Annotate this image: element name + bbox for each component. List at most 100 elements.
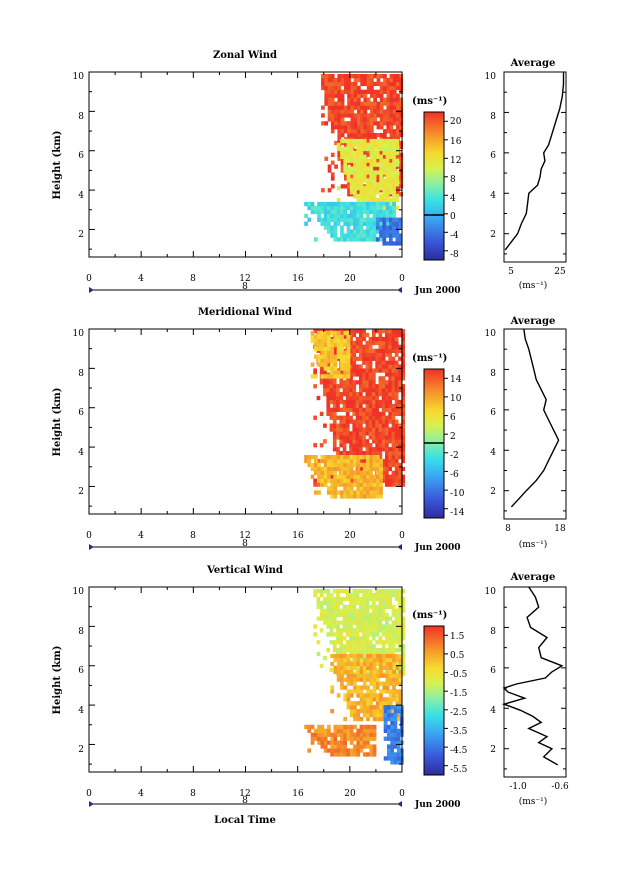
heatmap-cell [352, 340, 357, 346]
heatmap-cell [344, 77, 348, 83]
heatmap-cell [330, 225, 334, 230]
heatmap-cell [391, 620, 396, 625]
heatmap-cell [357, 77, 361, 83]
heatmap-cell [389, 701, 393, 706]
heatmap-cell [310, 736, 315, 741]
heatmap-cell [378, 380, 383, 385]
heatmap-cell [394, 447, 399, 452]
heatmap-cell [393, 709, 398, 714]
heatmap-cell [386, 121, 391, 126]
heatmap-cell [388, 589, 392, 594]
heatmap-cell [401, 455, 405, 460]
heatmap-cell [340, 93, 345, 98]
heatmap-cell [372, 427, 376, 432]
heatmap-cell [332, 447, 337, 452]
heatmap-cell [359, 395, 363, 401]
heatmap-cell [327, 728, 331, 733]
heatmap-cell [381, 435, 386, 440]
heatmap-cell [349, 624, 353, 629]
heatmap-cell [389, 150, 393, 155]
heatmap-cell [368, 388, 373, 393]
heatmap-cell [347, 77, 351, 83]
heatmap-cell [398, 372, 402, 377]
heatmap-cell [372, 616, 376, 621]
heatmap-cell [372, 186, 377, 191]
heatmap-cell [398, 431, 402, 436]
heatmap-cell [310, 466, 315, 472]
heatmap-cell [353, 186, 357, 191]
heatmap-cell [342, 380, 347, 385]
heatmap-cell [343, 470, 347, 475]
heatmap-cell [333, 370, 338, 375]
heatmap-cell [330, 354, 334, 359]
heatmap-cell [392, 170, 396, 175]
heatmap-cell [344, 105, 348, 110]
heatmap-cell [369, 209, 374, 215]
heatmap-cell [379, 689, 383, 694]
heatmap-cell [333, 482, 338, 487]
heatmap-cell [330, 486, 334, 491]
heatmap-cell [391, 340, 396, 346]
heatmap-cell [401, 651, 405, 657]
heatmap-cell [383, 101, 387, 106]
heatmap-cell [378, 336, 383, 342]
heatmap-cell [346, 677, 351, 682]
heatmap-cell [399, 192, 404, 197]
heatmap-cell [332, 431, 337, 436]
heatmap-cell [388, 403, 392, 409]
heatmap-cell [391, 356, 396, 361]
heatmap-cell [345, 388, 350, 393]
heatmap-cell [372, 736, 377, 741]
heatmap-cell [388, 329, 392, 334]
heatmap-cell [378, 640, 383, 645]
heatmap-cell [379, 458, 383, 464]
heatmap-cell [401, 648, 405, 653]
heatmap-cell [349, 596, 353, 602]
heatmap-cell [401, 329, 405, 334]
heatmap-cell [398, 466, 402, 472]
heatmap-cell [359, 628, 363, 633]
heatmap-cell [370, 89, 374, 94]
heatmap-cell [333, 657, 338, 663]
heatmap-cell [353, 209, 357, 215]
heatmap-cell [346, 338, 351, 344]
heatmap-cell [343, 205, 347, 211]
heatmap-cell [343, 370, 347, 375]
heatmap-cell [379, 125, 384, 130]
heatmap-cell [372, 142, 377, 148]
heatmap-cell [327, 354, 331, 359]
heatmap-cell [336, 423, 340, 428]
heatmap-cell [395, 182, 400, 187]
heatmap-cell [382, 194, 387, 199]
heatmap-cell [359, 669, 364, 674]
heatmap-cell [388, 648, 392, 653]
heatmap-cell [304, 221, 308, 226]
heatmap-cell [399, 172, 404, 177]
heatmap-cell [343, 697, 347, 702]
heatmap-cell [355, 403, 360, 409]
heatmap-cell [382, 661, 387, 667]
heatmap-cell [398, 693, 403, 698]
heatmap-cell [365, 447, 370, 452]
heatmap-cell [350, 85, 355, 91]
heatmap-cell [319, 608, 324, 613]
heatmap-cell [385, 589, 389, 594]
heatmap-cell [359, 482, 364, 487]
axis-ticks [88, 328, 403, 514]
heatmap-cell [385, 636, 389, 641]
heatmap-cell [372, 439, 376, 444]
heatmap-cell [395, 677, 400, 682]
heatmap-cell [392, 166, 396, 171]
heatmap-cell [381, 466, 386, 472]
heatmap-cell [359, 146, 364, 152]
heatmap-cell [336, 388, 340, 393]
heatmap-cell [349, 640, 353, 645]
heatmap-cell [379, 665, 383, 670]
heatmap-cell [398, 616, 402, 621]
heatmap-cell [369, 748, 374, 753]
heatmap-cell [366, 752, 370, 757]
heatmap-cell [379, 221, 383, 226]
heatmap-cell [366, 182, 370, 187]
heatmap-cell [347, 105, 351, 110]
x-axis-label: Local Time [214, 815, 276, 826]
